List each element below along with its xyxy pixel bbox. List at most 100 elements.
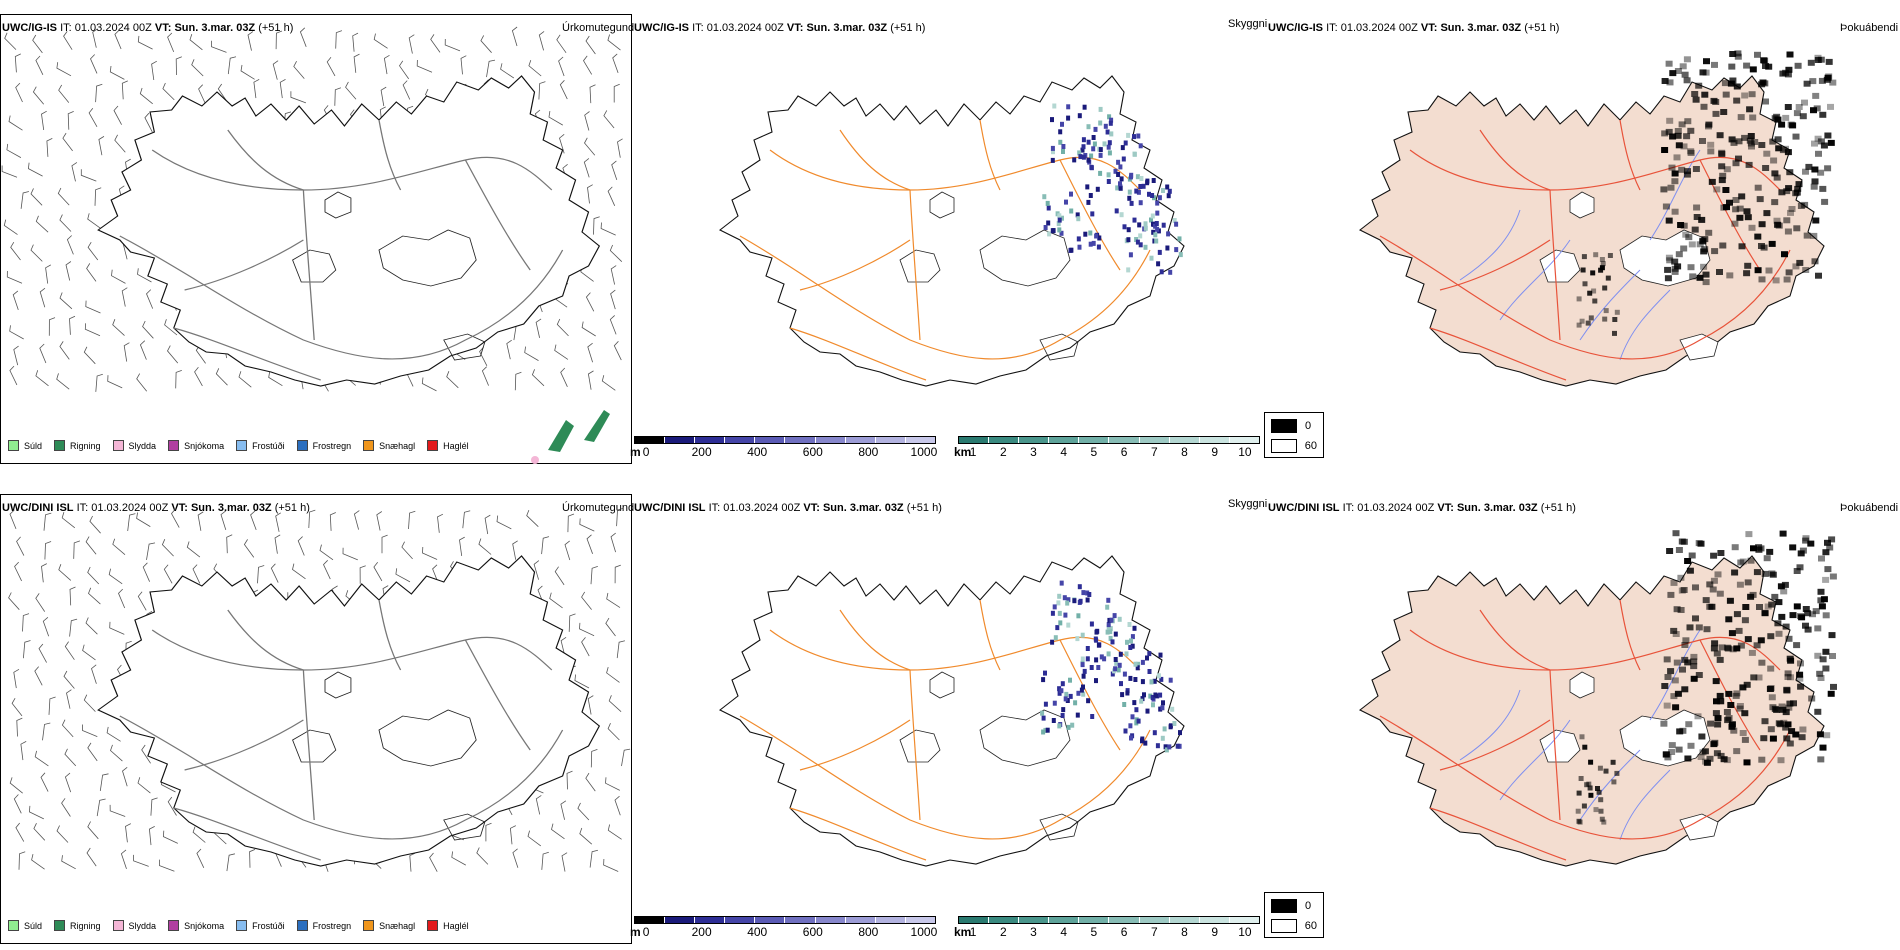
visibility-cell bbox=[1120, 145, 1125, 151]
fog-cell bbox=[1692, 96, 1700, 103]
fog-cell bbox=[1672, 704, 1680, 711]
river bbox=[1619, 289, 1671, 361]
visibility-cell bbox=[1158, 652, 1163, 658]
colorbar-tick-label: 5 bbox=[1090, 925, 1098, 939]
fog-cell bbox=[1775, 630, 1783, 637]
wind-barb bbox=[585, 35, 596, 55]
visibility-cell bbox=[1159, 676, 1164, 682]
wind-barb bbox=[82, 724, 98, 737]
colorbar-tick-label: 800 bbox=[858, 925, 879, 939]
visibility-cell bbox=[1066, 597, 1071, 603]
visibility-cell bbox=[1165, 184, 1170, 190]
visibility-cell bbox=[1080, 632, 1085, 638]
fog-cell bbox=[1789, 544, 1797, 551]
fog-cell bbox=[1672, 631, 1680, 637]
wind-barb bbox=[612, 53, 619, 74]
wind-barb bbox=[137, 777, 151, 794]
fog-cell bbox=[1733, 748, 1741, 755]
wind-barb bbox=[437, 513, 444, 533]
fog-cell bbox=[1607, 253, 1613, 258]
visibility-cell bbox=[1128, 723, 1133, 729]
colorbar-cell bbox=[755, 917, 786, 923]
visibility-cell bbox=[1135, 239, 1140, 245]
wind-barb bbox=[123, 342, 130, 362]
wind-barb bbox=[293, 61, 305, 79]
legend-swatch bbox=[54, 440, 66, 451]
fog-cell bbox=[1774, 620, 1782, 627]
fog-cell bbox=[1769, 571, 1777, 578]
visibility-cell bbox=[1103, 123, 1108, 129]
wind-barb bbox=[462, 510, 471, 529]
fog-cell bbox=[1691, 226, 1699, 233]
fog-cell bbox=[1665, 217, 1673, 224]
visibility-cell bbox=[1050, 610, 1055, 616]
visibility-m-colorbar: 0 200 400 600 800 1000 m bbox=[630, 916, 937, 939]
fog-cell bbox=[1803, 80, 1811, 87]
fog-cell bbox=[1748, 224, 1756, 231]
wind-barb bbox=[556, 34, 567, 54]
wind-barb bbox=[217, 83, 228, 103]
fog-cell bbox=[1677, 222, 1685, 228]
colorbar-tick-label: 1 bbox=[969, 445, 977, 459]
visibility-cell bbox=[1052, 103, 1057, 109]
fog-cell bbox=[1729, 646, 1737, 653]
wind-barb bbox=[215, 368, 228, 386]
wind-barb bbox=[39, 287, 46, 308]
fog-cell bbox=[1679, 666, 1686, 673]
wind-barb bbox=[58, 84, 70, 103]
wind-barb bbox=[9, 365, 18, 386]
visibility-cell bbox=[1082, 668, 1087, 674]
glacier-outline bbox=[1569, 191, 1595, 219]
fog-cell bbox=[1792, 263, 1800, 270]
visibility-cell bbox=[1152, 678, 1157, 684]
fog-cell bbox=[1810, 183, 1818, 190]
fog-cell bbox=[1735, 138, 1743, 145]
fog-cell bbox=[1675, 142, 1683, 149]
fog-cell bbox=[1781, 251, 1788, 258]
fog-cell bbox=[1602, 316, 1608, 322]
glacier-outline bbox=[324, 671, 352, 699]
colorbar-cell bbox=[665, 917, 696, 923]
wind-barb bbox=[560, 367, 568, 387]
colorbar-tick-label: 800 bbox=[858, 445, 879, 459]
fog-cell bbox=[1827, 103, 1834, 110]
wind-barb bbox=[85, 300, 101, 314]
legend-label: Súld bbox=[24, 920, 43, 931]
wind-barb bbox=[162, 82, 175, 101]
fog-cell bbox=[1728, 721, 1736, 728]
visibility-cell bbox=[1155, 210, 1160, 216]
fog-cell bbox=[1693, 214, 1701, 220]
fog-cell bbox=[1682, 637, 1690, 644]
fog-cell bbox=[1770, 157, 1778, 164]
colorbar-unit: km bbox=[954, 925, 972, 939]
visibility-cell bbox=[1043, 670, 1047, 676]
fog-cell bbox=[1722, 187, 1730, 193]
fog-cell bbox=[1582, 281, 1588, 287]
visibility-cell bbox=[1138, 200, 1143, 206]
visibility-cell bbox=[1152, 730, 1157, 736]
wind-barb bbox=[402, 80, 411, 100]
legend-swatch bbox=[168, 920, 180, 931]
wind-barb bbox=[56, 825, 69, 843]
visibility-cell bbox=[1091, 240, 1096, 246]
visibility-cell bbox=[1136, 189, 1141, 195]
visibility-cell bbox=[1129, 200, 1134, 206]
visibility-cell bbox=[1158, 706, 1163, 712]
visibility-cell bbox=[1092, 141, 1097, 147]
river bbox=[1499, 719, 1571, 801]
precip-legend-item: Haglél bbox=[427, 440, 469, 451]
fog-cell bbox=[1733, 645, 1741, 652]
visibility-cell bbox=[1081, 154, 1086, 160]
visibility-cell bbox=[1057, 686, 1062, 692]
wind-barb bbox=[194, 367, 203, 387]
fog-cell bbox=[1729, 51, 1737, 57]
visibility-cell bbox=[1090, 714, 1095, 719]
fog-cell bbox=[1778, 703, 1786, 710]
wind-barb bbox=[220, 510, 227, 531]
wind-barb bbox=[63, 31, 73, 50]
fog-cell bbox=[1711, 640, 1719, 647]
visibility-cell bbox=[1057, 217, 1062, 223]
fog-legend-swatch bbox=[1271, 439, 1297, 453]
wind-barb bbox=[250, 510, 257, 531]
fog-cell bbox=[1815, 272, 1822, 279]
